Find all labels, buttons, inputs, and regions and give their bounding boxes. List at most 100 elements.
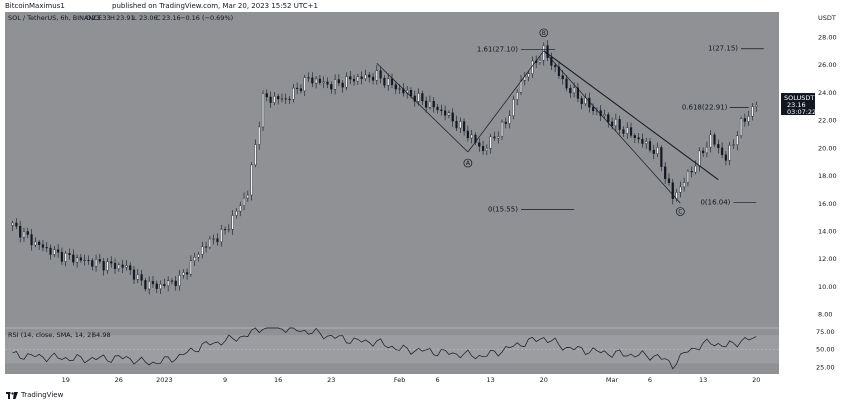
- candle-body: [717, 144, 720, 149]
- candle-body: [227, 229, 230, 231]
- candle-body: [356, 76, 359, 82]
- candle-body: [280, 98, 284, 100]
- legend-close-label: C: [156, 14, 161, 22]
- candle-body: [94, 259, 98, 267]
- time-tick-label: 19: [62, 376, 70, 384]
- candle-body: [519, 80, 523, 93]
- candle-body: [22, 231, 26, 238]
- bar-countdown: 03:07:22: [787, 108, 816, 116]
- publish-info: published on TradingView.com, Mar 20, 20…: [112, 2, 318, 10]
- candle-body: [239, 205, 242, 212]
- candle-body: [470, 134, 473, 139]
- candle-body: [151, 281, 155, 285]
- candle-body: [159, 284, 162, 289]
- candle-body: [379, 70, 382, 79]
- candle-body: [698, 150, 701, 167]
- price-tick-label: 8.00: [818, 311, 832, 319]
- fib-0-lower-label: 0(15.55): [488, 206, 518, 214]
- candle-body: [702, 150, 705, 154]
- publisher-name[interactable]: BitcoinMaximus1: [5, 2, 65, 10]
- candle-body: [307, 77, 310, 79]
- candle-body: [440, 109, 443, 111]
- candle-body: [523, 76, 526, 81]
- candle-body: [387, 78, 390, 86]
- candle-body: [204, 246, 208, 248]
- candle-body: [755, 104, 758, 107]
- rsi-series[interactable]: [12, 327, 757, 370]
- last-price-label: SOLUSDT 23.16 03:07:22: [781, 93, 816, 116]
- candle-body: [409, 90, 413, 97]
- candle-body: [557, 66, 561, 76]
- footer-brand[interactable]: TradingView: [21, 391, 64, 399]
- candlestick-series[interactable]: [11, 40, 758, 295]
- candle-body: [375, 70, 378, 81]
- candle-body: [565, 78, 568, 89]
- candle-body: [242, 197, 246, 206]
- candle-body: [265, 93, 268, 98]
- candle-body: [489, 136, 492, 149]
- candle-body: [121, 264, 124, 268]
- candle-body: [633, 135, 636, 138]
- symbol-legend: SOL / TetherUS, 6h, BINANCE O 23.33 H 23…: [8, 14, 233, 22]
- candle-body: [322, 81, 325, 83]
- wave-drawings[interactable]: [376, 48, 764, 210]
- price-tick-label: 18.00: [818, 172, 837, 180]
- price-pane-background[interactable]: [5, 12, 779, 328]
- candle-body: [569, 87, 572, 94]
- time-scale-background[interactable]: [0, 374, 850, 387]
- wave-c-marker: [676, 207, 685, 216]
- candle-body: [466, 130, 469, 139]
- rsi-tick-label: 25.00: [816, 363, 835, 371]
- legend-symbol: SOL / TetherUS, 6h, BINANCE: [8, 14, 102, 22]
- wave-a-marker: [463, 158, 473, 168]
- candle-body: [102, 261, 105, 271]
- candle-body: [500, 121, 504, 137]
- candle-body: [720, 147, 724, 155]
- candle-body: [591, 106, 595, 112]
- candle-body: [296, 87, 299, 89]
- candle-body: [79, 257, 82, 261]
- rsi-scale-ticks: 25.00 50.00 75.00: [816, 328, 835, 371]
- candle-body: [622, 129, 625, 134]
- candle-body: [660, 147, 663, 167]
- candle-body: [330, 84, 333, 90]
- candle-body: [315, 78, 318, 84]
- candle-body: [136, 274, 139, 280]
- time-tick-label: 2023: [156, 376, 173, 384]
- last-price-ticker: SOLUSDT: [784, 94, 814, 102]
- candle-body: [155, 283, 158, 289]
- candle-body: [318, 78, 322, 83]
- price-scale-background[interactable]: [779, 12, 850, 374]
- rsi-legend: RSI (14, close, SMA, 14, 2): [8, 331, 94, 339]
- candle-body: [398, 88, 401, 90]
- candle-body: [459, 121, 462, 129]
- rsi-value: 64.98: [92, 331, 111, 339]
- candle-body: [527, 73, 530, 78]
- time-tick-label: 6: [435, 376, 439, 384]
- candle-body: [337, 79, 340, 84]
- price-scale-ticks: 8.00 10.00 12.00 14.00 16.00 18.00 20.00 22.00 2…: [818, 33, 837, 318]
- candle-body: [170, 280, 174, 282]
- candle-body: [38, 241, 41, 245]
- candle-body: [481, 146, 485, 151]
- time-tick-label: Feb: [394, 376, 406, 384]
- price-tick-label: 12.00: [818, 255, 837, 263]
- candle-body: [189, 260, 193, 275]
- candle-body: [497, 136, 500, 139]
- candle-body: [110, 261, 113, 264]
- candle-body: [364, 74, 367, 79]
- candle-body: [394, 84, 397, 90]
- time-tick-label: 20: [540, 376, 548, 384]
- time-tick-label: 16: [274, 376, 282, 384]
- fib-1-label: 1(27.15): [708, 45, 738, 53]
- candle-body: [186, 272, 189, 275]
- candle-body: [580, 98, 583, 105]
- candle-body: [57, 249, 60, 253]
- candle-body: [303, 77, 306, 92]
- candle-body: [273, 96, 276, 103]
- chart-area[interactable]: A B C 1.61(27.10) 0(15.55) 1(27.15) 0.61…: [0, 12, 850, 387]
- candle-body: [679, 186, 682, 193]
- candle-body: [751, 106, 754, 117]
- footer: TradingView: [0, 387, 850, 404]
- wave-a-label: A: [466, 160, 471, 167]
